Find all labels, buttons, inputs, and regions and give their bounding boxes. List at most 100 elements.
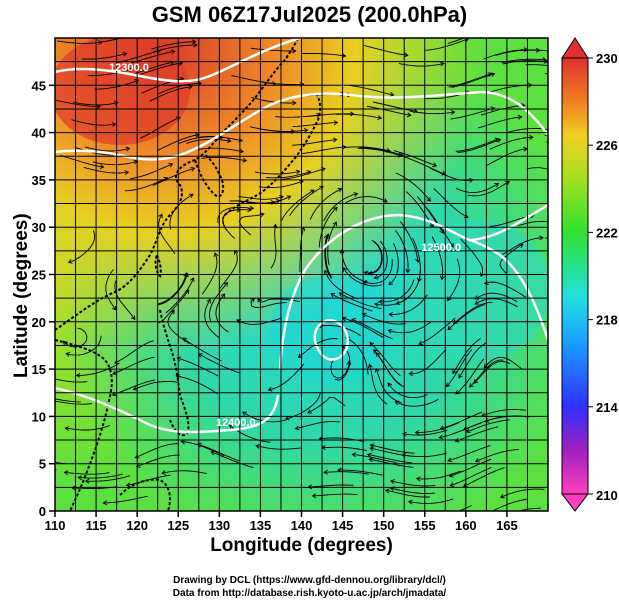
streamline	[162, 470, 207, 475]
streamline-arrow	[458, 373, 463, 379]
streamline-arrow	[378, 299, 383, 305]
streamline	[251, 96, 296, 104]
x-tick-label: 125	[167, 518, 189, 533]
streamline-arrow	[517, 114, 523, 120]
colorbar-tick-label: 218	[596, 313, 618, 328]
streamline-arrow	[65, 351, 71, 357]
streamline-arrow	[368, 457, 374, 463]
streamline	[387, 382, 428, 399]
streamline	[339, 292, 382, 310]
streamline-arrow	[242, 411, 247, 417]
streamline	[289, 186, 324, 217]
streamline	[324, 471, 370, 475]
coast-taiwan	[154, 254, 162, 278]
streamline	[157, 82, 202, 95]
streamline-arrow	[323, 269, 329, 275]
streamline	[186, 138, 231, 144]
streamline	[330, 359, 350, 379]
streamline-arrow	[499, 493, 505, 499]
streamline	[158, 214, 176, 255]
streamline	[352, 453, 397, 464]
streamline	[343, 267, 382, 287]
streamline-arrow	[267, 386, 273, 392]
streamline-arrow	[170, 49, 176, 55]
streamline	[218, 250, 238, 290]
streamline	[157, 273, 188, 306]
contour-label: 12400.0	[216, 417, 256, 429]
streamline-arrow	[135, 463, 141, 468]
streamline-arrow	[75, 372, 81, 378]
streamline	[345, 337, 369, 375]
streamline-arrow	[366, 452, 372, 458]
streamline-arrow	[303, 127, 309, 133]
streamline	[433, 188, 469, 218]
streamline-arrow	[474, 295, 479, 300]
streamline	[92, 160, 138, 166]
streamline-arrow	[542, 57, 547, 63]
streamline	[500, 488, 545, 498]
streamline-arrow	[228, 424, 234, 430]
streamline	[321, 446, 367, 451]
streamline-arrow	[84, 478, 90, 484]
streamline-arrow	[242, 157, 248, 163]
streamline	[485, 148, 528, 167]
y-tick-label: 5	[39, 457, 46, 472]
streamline	[318, 207, 338, 248]
streamline-arrow	[64, 426, 70, 431]
streamline	[250, 298, 287, 308]
streamline-arrow	[389, 91, 395, 97]
streamline-arrow	[295, 169, 301, 175]
colorbar-tick-label: 222	[596, 225, 618, 240]
streamline	[418, 317, 456, 345]
streamline-arrow	[388, 312, 393, 317]
streamline-arrow	[311, 493, 317, 499]
streamline	[330, 293, 373, 312]
streamline	[308, 484, 354, 488]
streamline	[409, 349, 446, 375]
streamline	[447, 258, 461, 301]
streamline-arrow	[294, 425, 300, 431]
streamline	[450, 107, 495, 120]
streamline	[450, 466, 492, 487]
streamline-arrow	[63, 470, 69, 476]
streamline-arrow	[122, 51, 128, 57]
streamline	[130, 61, 174, 76]
wind-streamlines	[55, 28, 548, 511]
streamline	[197, 443, 240, 462]
streamline	[415, 422, 460, 433]
colorbar-tick-label: 226	[596, 138, 618, 153]
streamline-arrow	[462, 482, 468, 488]
streamline-arrow	[486, 28, 490, 32]
coast-philippines	[159, 309, 190, 437]
streamline-arrow	[206, 298, 211, 304]
height-contours	[55, 38, 548, 434]
credit-drawing: Drawing by DCL (https://www.gfd-dennou.o…	[173, 575, 446, 586]
lat-lon-grid	[55, 38, 548, 511]
streamline	[255, 445, 301, 450]
y-tick-label: 20	[32, 315, 46, 330]
streamline	[57, 40, 102, 44]
streamline-arrow	[407, 499, 413, 505]
streamline-arrow	[384, 488, 390, 494]
streamline-arrow	[239, 148, 244, 154]
streamline	[131, 50, 175, 64]
streamline	[165, 277, 195, 314]
streamline	[103, 495, 148, 504]
streamline-arrow	[361, 312, 367, 318]
streamline-arrow	[255, 443, 261, 449]
streamline-arrow	[259, 212, 265, 218]
streamline	[427, 209, 454, 248]
streamline-arrow	[474, 300, 480, 305]
streamline	[124, 177, 168, 192]
streamline	[446, 349, 473, 387]
streamline-arrow	[213, 252, 219, 258]
streamline-arrow	[132, 28, 136, 32]
streamline	[458, 342, 487, 379]
streamline	[373, 349, 402, 386]
streamline	[388, 243, 399, 286]
streamline	[325, 233, 333, 278]
streamline-arrow	[469, 382, 474, 388]
streamline-arrow	[170, 309, 175, 315]
streamline-arrow	[386, 147, 391, 153]
streamline	[453, 301, 493, 324]
